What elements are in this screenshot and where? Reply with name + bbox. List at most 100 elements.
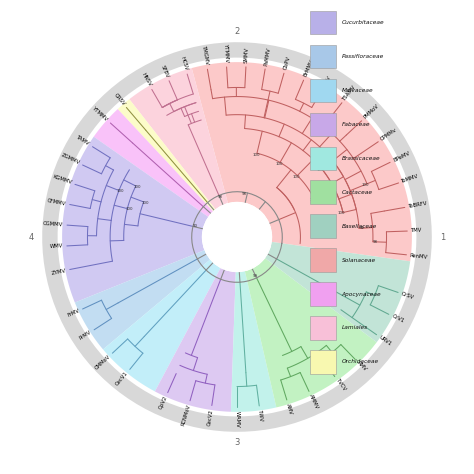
Text: 100: 100: [275, 162, 283, 166]
Polygon shape: [103, 259, 221, 392]
FancyBboxPatch shape: [310, 11, 336, 35]
Text: ObPV: ObPV: [283, 55, 291, 71]
FancyBboxPatch shape: [310, 146, 336, 170]
Text: 1: 1: [440, 233, 446, 241]
FancyBboxPatch shape: [310, 181, 336, 204]
Text: 100: 100: [362, 182, 369, 186]
FancyBboxPatch shape: [310, 113, 336, 136]
Polygon shape: [245, 258, 377, 408]
Text: TMGMV: TMGMV: [201, 46, 209, 66]
Text: URV1: URV1: [378, 335, 392, 347]
Text: 100: 100: [309, 199, 317, 202]
Text: FrMV: FrMV: [66, 308, 81, 319]
Text: CFMMV: CFMMV: [47, 198, 67, 206]
Polygon shape: [94, 109, 213, 217]
Text: OrSV: OrSV: [401, 292, 415, 301]
Circle shape: [202, 202, 272, 272]
Text: SMMV: SMMV: [244, 47, 249, 64]
Text: BrMMV: BrMMV: [303, 59, 315, 78]
Text: 98: 98: [373, 240, 378, 244]
Text: Cactaceae: Cactaceae: [342, 190, 373, 195]
Text: TAMV: TAMV: [76, 135, 91, 147]
Text: 100: 100: [337, 211, 345, 215]
Text: Brassicaceae: Brassicaceae: [342, 156, 380, 161]
FancyBboxPatch shape: [310, 45, 336, 68]
Text: Passifloraceae: Passifloraceae: [342, 54, 384, 59]
Text: Solanaceae: Solanaceae: [342, 257, 376, 263]
FancyBboxPatch shape: [310, 350, 336, 374]
Text: SFBV: SFBV: [160, 64, 170, 78]
Text: OpV2: OpV2: [158, 395, 169, 410]
Text: BPeMV: BPeMV: [392, 151, 410, 163]
Text: 100: 100: [125, 207, 133, 211]
FancyBboxPatch shape: [310, 79, 336, 102]
Polygon shape: [155, 267, 236, 412]
Text: 98: 98: [242, 192, 247, 196]
Text: 92: 92: [359, 226, 364, 230]
Text: WAMV: WAMV: [235, 411, 239, 428]
Text: 98: 98: [218, 195, 222, 199]
Text: ZGMMV: ZGMMV: [60, 153, 81, 166]
Polygon shape: [42, 42, 432, 432]
Text: 100: 100: [292, 175, 300, 179]
Text: AMMV: AMMV: [308, 393, 319, 410]
Text: BrLV: BrLV: [322, 75, 332, 88]
Polygon shape: [75, 250, 210, 349]
Text: Basellaceae: Basellaceae: [342, 224, 377, 228]
Text: 90: 90: [192, 225, 197, 228]
Text: TSAMV: TSAMV: [342, 84, 357, 101]
Text: CecV1: CecV1: [115, 371, 129, 387]
Text: 100: 100: [253, 153, 260, 157]
Text: CecV2: CecV2: [206, 409, 214, 426]
Text: ZYMV: ZYMV: [51, 268, 67, 275]
Text: 100: 100: [328, 160, 335, 164]
Text: 99: 99: [253, 274, 258, 278]
Text: 100: 100: [134, 185, 141, 189]
Text: Orchidaceae: Orchidaceae: [342, 359, 379, 365]
Text: Lamiales: Lamiales: [342, 326, 368, 330]
Circle shape: [202, 202, 272, 272]
Text: AMV: AMV: [285, 402, 294, 415]
Polygon shape: [231, 271, 276, 412]
Text: PMMoV: PMMoV: [363, 104, 380, 120]
Text: 100: 100: [142, 201, 149, 205]
FancyBboxPatch shape: [310, 248, 336, 272]
Text: CMMoV: CMMoV: [94, 354, 111, 371]
Polygon shape: [62, 137, 209, 302]
Text: 100: 100: [317, 168, 324, 173]
Text: RenMV: RenMV: [410, 253, 428, 260]
Polygon shape: [118, 99, 216, 212]
Text: CPMMv: CPMMv: [380, 127, 398, 142]
Text: PrMV: PrMV: [79, 329, 92, 341]
Text: 4: 4: [28, 233, 34, 241]
Text: ToMMV: ToMMV: [401, 173, 420, 184]
Text: WMV: WMV: [50, 244, 64, 249]
Text: HCSV: HCSV: [180, 56, 189, 72]
Text: TWV: TWV: [257, 409, 264, 422]
Text: Cucurbitaceae: Cucurbitaceae: [342, 20, 384, 25]
Text: RMV: RMV: [356, 360, 368, 373]
Text: 3: 3: [234, 438, 240, 447]
FancyBboxPatch shape: [310, 214, 336, 238]
FancyBboxPatch shape: [310, 282, 336, 306]
Text: Apocynaceae: Apocynaceae: [342, 292, 381, 297]
Text: Fabaceae: Fabaceae: [342, 122, 370, 127]
Text: PaMMV: PaMMV: [263, 46, 271, 66]
FancyBboxPatch shape: [310, 316, 336, 340]
Text: ToBRFV: ToBRFV: [408, 201, 428, 209]
Text: 2: 2: [234, 27, 240, 36]
Text: Malvaceae: Malvaceae: [342, 88, 373, 93]
Text: HNSV: HNSV: [140, 73, 152, 88]
Polygon shape: [264, 242, 410, 342]
Text: 100: 100: [117, 189, 124, 193]
Text: CGMMV: CGMMV: [43, 221, 64, 228]
Polygon shape: [192, 62, 412, 261]
Text: TVCV: TVCV: [335, 378, 347, 392]
Text: YTMMV: YTMMV: [223, 44, 229, 64]
Text: KGMMV: KGMMV: [52, 175, 73, 186]
Text: ORSV: ORSV: [113, 92, 126, 106]
Text: RCNMoV: RCNMoV: [181, 403, 191, 426]
Text: TMV: TMV: [411, 228, 422, 233]
Text: OrV1: OrV1: [391, 314, 405, 324]
Text: YTMMV: YTMMV: [92, 106, 109, 122]
